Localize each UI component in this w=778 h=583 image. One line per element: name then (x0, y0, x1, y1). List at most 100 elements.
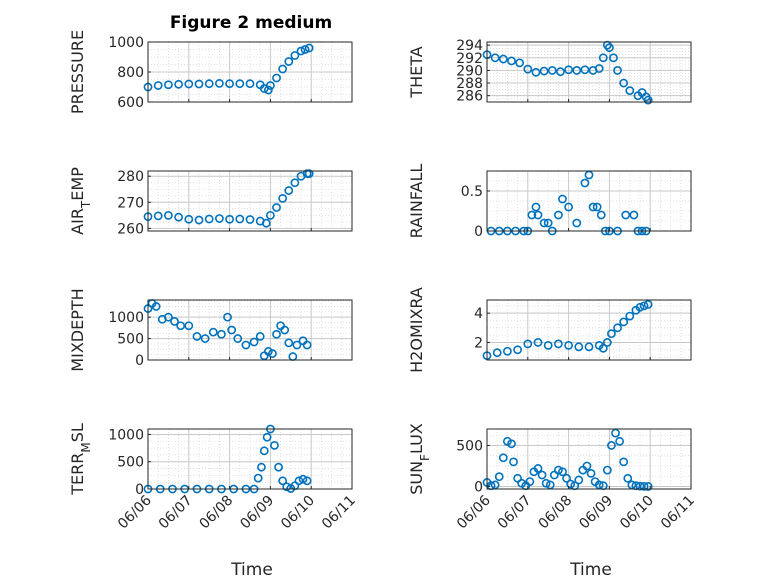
y-axis-label-rainfall: RAINFALL (407, 164, 426, 239)
x-tick-label: 06/06 (454, 492, 494, 532)
data-point (304, 169, 314, 179)
data-point (598, 343, 608, 353)
data-point (233, 334, 243, 343)
data-point (615, 436, 624, 446)
data-point (284, 57, 294, 66)
data-point (609, 53, 618, 63)
data-point (204, 79, 214, 89)
y-tick-label: 4 (474, 306, 483, 322)
data-point (235, 214, 245, 224)
data-point (184, 79, 194, 89)
data-point (602, 465, 612, 475)
data-point (556, 67, 565, 77)
data-point (545, 480, 555, 490)
panel-h2omixra: 2 4 H2OMIXRA (407, 287, 692, 373)
data-point (531, 67, 541, 77)
data-point (625, 311, 635, 321)
data-point (294, 476, 304, 486)
data-point (245, 215, 255, 224)
axes-box (486, 299, 692, 361)
data-point (572, 218, 582, 228)
data-point (151, 302, 161, 311)
data-point (619, 457, 629, 467)
figure-title: Figure 2 medium (170, 13, 332, 33)
x-axis-label: Time (230, 560, 273, 580)
y-tick-label: 288 (456, 76, 483, 92)
y-axis-label-terr-msl: TERRMSL (68, 423, 93, 496)
data-point (629, 210, 639, 220)
data-point (558, 467, 567, 477)
data-point (572, 66, 582, 75)
data-point (574, 342, 584, 352)
data-point (163, 210, 173, 220)
data-point (502, 346, 512, 356)
panel-rainfall: 0 0.5 RAINFALL (407, 164, 692, 240)
data-point (537, 470, 547, 480)
y-tick-label: 0 (474, 224, 483, 240)
data-point (200, 334, 210, 343)
axes-box (486, 428, 692, 490)
panel-terr-msl: 0 500 1000 06/06 06/07 06/08 06/09 06/10 06/11 Ti… (68, 423, 359, 580)
data-point (302, 340, 312, 350)
y-tick-label: 270 (117, 195, 144, 211)
data-point (284, 186, 294, 195)
data-point (259, 446, 269, 456)
y-tick-label: 600 (117, 95, 144, 111)
axes-box (486, 170, 692, 232)
x-tick-label: 06/09 (576, 493, 616, 533)
data-point (596, 210, 606, 220)
y-tick-label: 0 (135, 482, 144, 498)
data-point (268, 349, 277, 358)
data-point (639, 301, 649, 311)
data-point (539, 66, 549, 76)
data-point (262, 432, 272, 442)
data-point (564, 65, 573, 75)
axes-box (486, 41, 692, 103)
x-axis-label: Time (569, 560, 612, 580)
data-point (227, 325, 237, 335)
data-point (584, 342, 594, 352)
data-point (594, 64, 604, 73)
data-point (253, 473, 263, 483)
data-point (523, 339, 533, 349)
data-point (280, 325, 290, 335)
data-point (523, 64, 533, 74)
y-tick-label: 290 (456, 63, 483, 79)
y-axis-label-theta: THETA (407, 46, 426, 98)
data-point (509, 457, 518, 467)
x-tick-label: 06/07 (495, 493, 535, 533)
data-point (194, 79, 204, 89)
data-point (272, 203, 281, 212)
data-point (547, 66, 557, 75)
data-point (241, 340, 251, 350)
y-tick-label: 800 (117, 65, 144, 81)
data-point (588, 202, 598, 212)
data-point (214, 214, 224, 223)
data-point (533, 338, 543, 347)
data-point (611, 428, 620, 438)
y-tick-label: 292 (456, 51, 483, 67)
x-tick-label: 06/11 (319, 493, 359, 533)
y-axis-label-h2omixra: H2OMIXRA (407, 287, 426, 373)
data-point (592, 202, 602, 212)
data-point (270, 440, 279, 450)
data-point (554, 339, 563, 349)
data-point (278, 476, 288, 486)
data-point (282, 482, 292, 492)
data-point (574, 475, 584, 485)
data-point (558, 194, 567, 204)
data-point (639, 481, 649, 491)
data-point (170, 317, 179, 326)
data-point (582, 461, 592, 471)
data-point (627, 480, 637, 490)
panel-sun-flux: 0 500 06/06 06/07 06/08 06/09 06/10 06/11 Time SU… (407, 423, 698, 580)
y-axis-label-sun-flux: SUNFLUX (407, 423, 432, 495)
data-point (208, 327, 218, 337)
data-point (643, 299, 653, 309)
data-point (643, 95, 653, 105)
data-point (625, 86, 635, 96)
data-point (153, 211, 163, 221)
axes-box (147, 428, 353, 490)
data-point (225, 79, 234, 89)
